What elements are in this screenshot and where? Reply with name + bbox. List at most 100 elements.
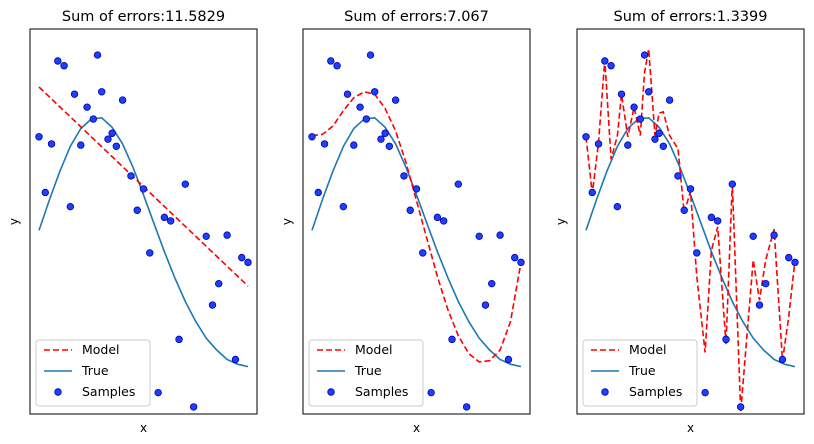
legend <box>35 339 151 407</box>
sample-point <box>202 232 210 241</box>
sample-point <box>181 180 189 188</box>
sample-point <box>674 172 682 180</box>
sample-point <box>601 57 609 65</box>
sample-point <box>333 62 341 70</box>
legend <box>582 339 698 407</box>
sample-point <box>481 301 490 309</box>
sample-point <box>701 388 709 397</box>
sample-point <box>66 202 75 211</box>
sample-point <box>707 213 716 222</box>
sample-point <box>613 202 622 211</box>
sample-point <box>77 141 85 149</box>
subplot-2: Sum of errors:7.067 x y Model True Samples <box>280 9 531 435</box>
sample-point <box>377 135 385 143</box>
sample-point <box>189 403 198 411</box>
sample-point <box>448 335 456 344</box>
sample-point <box>636 115 645 123</box>
sample-point <box>54 57 62 65</box>
sample-point <box>244 258 252 267</box>
sample-point <box>762 279 770 288</box>
sample-point <box>630 103 638 111</box>
sample-point <box>146 249 154 257</box>
sample-point <box>93 51 102 59</box>
sample-point <box>70 90 79 98</box>
axes-frame <box>302 28 531 415</box>
sample-point <box>108 129 116 137</box>
sample-point <box>433 213 442 222</box>
sample-point <box>749 232 757 241</box>
legend-true-label: True <box>81 363 109 378</box>
sample-point <box>238 253 246 262</box>
sample-point <box>412 185 421 193</box>
sample-point <box>778 355 787 364</box>
sample-point <box>640 51 649 59</box>
axes-frame <box>576 28 805 415</box>
sample-point <box>496 231 504 239</box>
x-axis-label: x <box>140 421 147 435</box>
legend-true-label: True <box>628 363 656 378</box>
sample-point <box>308 133 316 141</box>
true-line <box>585 116 796 368</box>
sample-point <box>713 217 722 225</box>
y-axis-label: y <box>7 218 21 225</box>
sample-point <box>223 231 231 239</box>
sample-point <box>83 103 91 111</box>
sample-point <box>314 188 322 197</box>
sample-point <box>655 129 663 137</box>
legend-model-label: Model <box>82 342 120 357</box>
sample-point <box>582 133 590 141</box>
sample-point <box>651 135 659 143</box>
sample-point <box>659 142 668 150</box>
sample-point <box>327 57 335 65</box>
true-line <box>38 116 249 368</box>
sample-point <box>791 258 799 267</box>
true-line <box>311 116 522 368</box>
sample-point <box>339 202 348 211</box>
chart-title: Sum of errors:11.5829 <box>62 9 225 25</box>
legend-model-label: Model <box>355 342 393 357</box>
sample-point <box>680 206 688 214</box>
sample-point <box>160 213 169 222</box>
legend-samples-label: Samples <box>629 384 682 399</box>
sample-point <box>607 62 615 70</box>
sample-point <box>594 140 603 148</box>
sample-point <box>60 62 68 70</box>
sample-point <box>785 253 793 262</box>
sample-point <box>381 129 389 137</box>
sample-point <box>645 88 653 96</box>
sample-point <box>215 279 223 288</box>
legend-samples-swatch <box>601 388 609 396</box>
sample-point <box>385 142 394 150</box>
sample-point <box>362 115 371 123</box>
sample-point <box>454 180 462 188</box>
sample-point <box>112 142 121 150</box>
y-axis-label: y <box>280 218 294 225</box>
sample-point <box>41 188 49 197</box>
model-line <box>585 48 796 412</box>
x-axis-label: x <box>413 421 420 435</box>
sample-point <box>427 388 435 397</box>
sample-point <box>686 185 695 193</box>
sample-point <box>624 141 632 149</box>
sample-point <box>406 206 414 214</box>
sample-point <box>97 88 106 96</box>
legend-model-label: Model <box>629 342 667 357</box>
legend-samples-label: Samples <box>82 384 135 399</box>
legend-samples-label: Samples <box>355 384 408 399</box>
model-line <box>311 90 522 363</box>
subplot-3: Sum of errors:1.3399 x y Model True Samples <box>554 9 805 435</box>
sample-point <box>356 103 364 111</box>
legend-samples-swatch <box>54 388 62 396</box>
sample-point <box>350 141 358 149</box>
sample-point <box>462 403 471 411</box>
subplot-1: Sum of errors:11.5829 x y Model True Samples <box>7 9 258 435</box>
sample-point <box>35 133 43 141</box>
sample-point <box>208 301 217 309</box>
sample-point <box>166 217 175 225</box>
axes-frame <box>29 28 258 415</box>
sample-point <box>154 388 162 397</box>
x-axis-label: x <box>687 421 694 435</box>
sample-point <box>755 301 764 309</box>
sample-point <box>127 172 135 180</box>
sample-point <box>736 403 745 411</box>
